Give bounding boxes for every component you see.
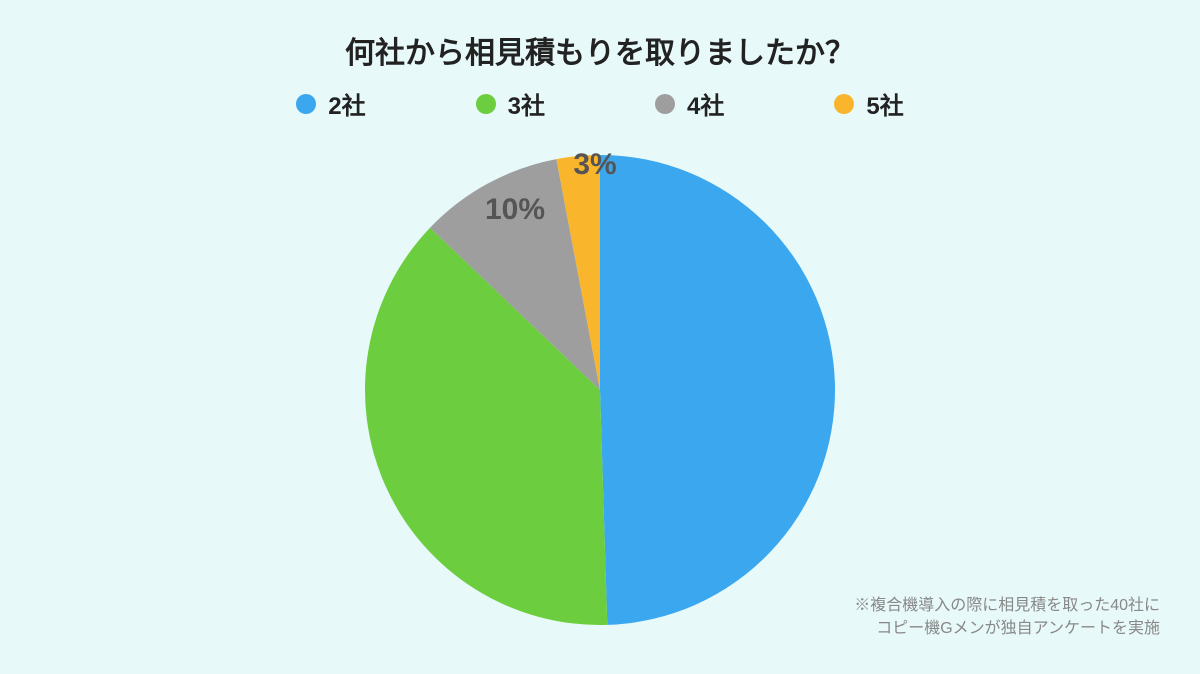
chart-title: 何社から相見積もりを取りましたか？ (0, 28, 1200, 72)
slice-label: 10% (485, 193, 545, 227)
pie-slice (600, 155, 835, 625)
legend-item: 5社 (834, 86, 903, 121)
pie-svg (365, 155, 835, 625)
chart-legend: 2社 3社 4社 5社 (0, 86, 1200, 121)
slice-label: 3% (573, 148, 616, 182)
chart-area: 50% 38% 10% 3% (0, 150, 1200, 630)
footnote-line-1: ※複合機導入の際に相見積を取った40社に (854, 595, 1160, 617)
legend-item: 3社 (476, 86, 545, 121)
slice-label: 38% (415, 438, 475, 472)
pie-chart: 50%38%10%3% (365, 155, 835, 625)
legend-label: 2社 (328, 86, 365, 121)
slice-label: 50% (705, 408, 765, 442)
legend-dot (476, 94, 496, 114)
legend-dot (296, 94, 316, 114)
legend-dot (655, 94, 675, 114)
footnote: ※複合機導入の際に相見積を取った40社に コピー機Gメンが独自アンケートを実施 (854, 595, 1160, 640)
legend-dot (834, 94, 854, 114)
legend-item: 4社 (655, 86, 724, 121)
legend-item: 2社 (296, 86, 365, 121)
legend-label: 3社 (508, 86, 545, 121)
legend-label: 4社 (687, 86, 724, 121)
footnote-line-2: コピー機Gメンが独自アンケートを実施 (854, 618, 1160, 640)
legend-label: 5社 (866, 86, 903, 121)
